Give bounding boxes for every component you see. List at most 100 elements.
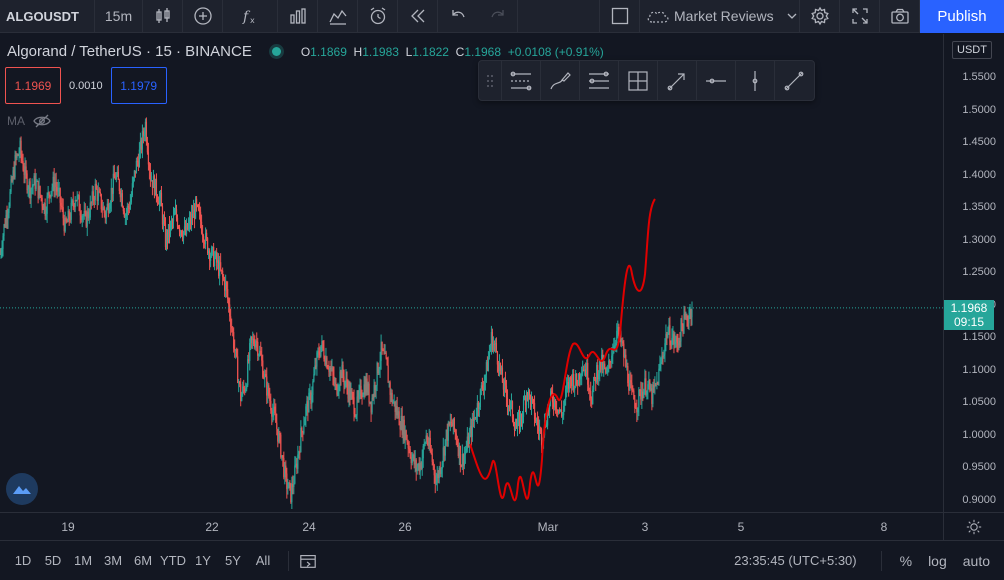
measure-icon[interactable]: [618, 60, 657, 101]
candle-body: [358, 389, 360, 398]
range-button-all[interactable]: All: [255, 553, 271, 568]
candle-body: [183, 226, 186, 232]
candle-body: [33, 175, 35, 186]
svg-text:x: x: [250, 16, 255, 25]
replay-icon[interactable]: [398, 0, 438, 33]
candle-body: [437, 473, 439, 479]
candle-body: [442, 447, 444, 463]
candle-body: [222, 270, 224, 277]
candle-body: [424, 442, 426, 444]
range-button-1d[interactable]: 1D: [14, 553, 32, 568]
candle-body: [558, 409, 560, 413]
vertical-line-icon[interactable]: [735, 60, 774, 101]
range-button-5d[interactable]: 5D: [44, 553, 62, 568]
candle-body: [35, 181, 37, 189]
candle-body: [63, 218, 65, 232]
candle-body: [158, 197, 161, 205]
parallel-channel-icon[interactable]: [501, 60, 540, 101]
add-icon[interactable]: [183, 0, 223, 33]
drag-handle-icon[interactable]: [479, 60, 501, 101]
symbol-search-button[interactable]: ALGOUSDT: [0, 0, 95, 33]
alert-icon[interactable]: [358, 0, 398, 33]
redo-icon[interactable]: [478, 0, 518, 33]
candle-body: [43, 203, 45, 211]
candle-body: [514, 427, 517, 431]
percent-scale-toggle[interactable]: %: [899, 552, 913, 569]
auto-scale-toggle[interactable]: auto: [962, 552, 990, 569]
price-tick-label: 1.0500: [962, 396, 996, 409]
eye-hidden-icon[interactable]: [33, 114, 51, 128]
range-button-3m[interactable]: 3M: [103, 553, 123, 568]
log-scale-toggle[interactable]: log: [928, 552, 947, 569]
price-axis[interactable]: USDT 1.5500 1.5000 1.4500 1.4000 1.3500 1.300…: [943, 34, 1004, 512]
undo-icon[interactable]: [438, 0, 478, 33]
range-button-6m[interactable]: 6M: [133, 553, 153, 568]
candle-body: [44, 203, 46, 216]
fib-retracement-icon[interactable]: [579, 60, 618, 101]
range-button-5y[interactable]: 5Y: [225, 553, 241, 568]
candle-body: [648, 380, 650, 385]
chart-pane[interactable]: Algorand / TetherUS · 15 · BINANCE O1.18…: [0, 34, 943, 512]
candle-body: [564, 400, 566, 407]
price-tick-label: 1.2500: [962, 266, 996, 279]
candle-body: [136, 160, 138, 162]
compare-icon[interactable]: [318, 0, 358, 33]
countdown-value: 09:15: [953, 314, 985, 329]
candle-body: [574, 385, 576, 390]
price-chart[interactable]: [0, 34, 943, 512]
arrow-tool-icon[interactable]: [657, 60, 696, 101]
candle-body: [581, 373, 583, 376]
symbol-title[interactable]: Algorand / TetherUS · 15 · BINANCE: [7, 43, 252, 60]
candle-body: [2, 235, 4, 249]
range-button-ytd[interactable]: YTD: [160, 553, 186, 568]
candle-body: [559, 409, 561, 412]
freehand-drawing[interactable]: [469, 198, 656, 502]
candle-body: [228, 299, 230, 305]
candle-body: [520, 413, 523, 421]
candle-body: [311, 395, 313, 404]
candle-body: [223, 276, 225, 280]
brush-icon[interactable]: [540, 60, 579, 101]
candle-body: [476, 402, 478, 417]
layout-icon[interactable]: [600, 0, 640, 33]
horizontal-ray-icon[interactable]: [696, 60, 735, 101]
market-reviews-button[interactable]: Market Reviews: [640, 0, 800, 33]
interval-button[interactable]: 15m: [95, 0, 143, 33]
candle-body: [191, 213, 194, 218]
candle-body: [137, 161, 139, 167]
sun-icon[interactable]: [966, 519, 982, 535]
candle-body: [326, 357, 328, 369]
candle-body: [506, 397, 509, 407]
clock[interactable]: 23:35:45 (UTC+5:30): [734, 553, 857, 568]
camera-icon[interactable]: [880, 0, 920, 33]
candle-body: [361, 396, 363, 398]
currency-label[interactable]: USDT: [952, 41, 992, 59]
fullscreen-icon[interactable]: [840, 0, 880, 33]
gear-icon[interactable]: [800, 0, 840, 33]
tradingview-logo-icon[interactable]: [6, 473, 38, 505]
time-axis[interactable]: 19 22 24 26 Mar 3 5 8: [0, 512, 943, 540]
chart-settings-corner[interactable]: [943, 512, 1004, 540]
publish-button[interactable]: Publish: [920, 0, 1004, 33]
candle-body: [19, 140, 21, 154]
candle-body: [123, 211, 125, 218]
buy-button[interactable]: 1.1979: [110, 67, 167, 104]
candle-body: [547, 410, 550, 412]
goto-date-icon[interactable]: [299, 552, 317, 570]
ma-label[interactable]: MA: [7, 114, 25, 128]
candle-body: [186, 223, 189, 230]
indicator-legend: MA: [7, 114, 51, 128]
candle-body: [639, 389, 641, 391]
candles-icon[interactable]: [143, 0, 183, 33]
candle-body: [126, 206, 128, 213]
bars-icon[interactable]: [278, 0, 318, 33]
range-button-1y[interactable]: 1Y: [195, 553, 211, 568]
market-status-icon[interactable]: [271, 47, 281, 56]
sell-button[interactable]: 1.1969: [5, 67, 61, 104]
trend-line-icon[interactable]: [774, 60, 813, 101]
candle-body: [34, 175, 36, 189]
candle-body: [491, 331, 494, 351]
time-tick-label: 24: [302, 520, 316, 534]
range-button-1m[interactable]: 1M: [73, 553, 93, 568]
